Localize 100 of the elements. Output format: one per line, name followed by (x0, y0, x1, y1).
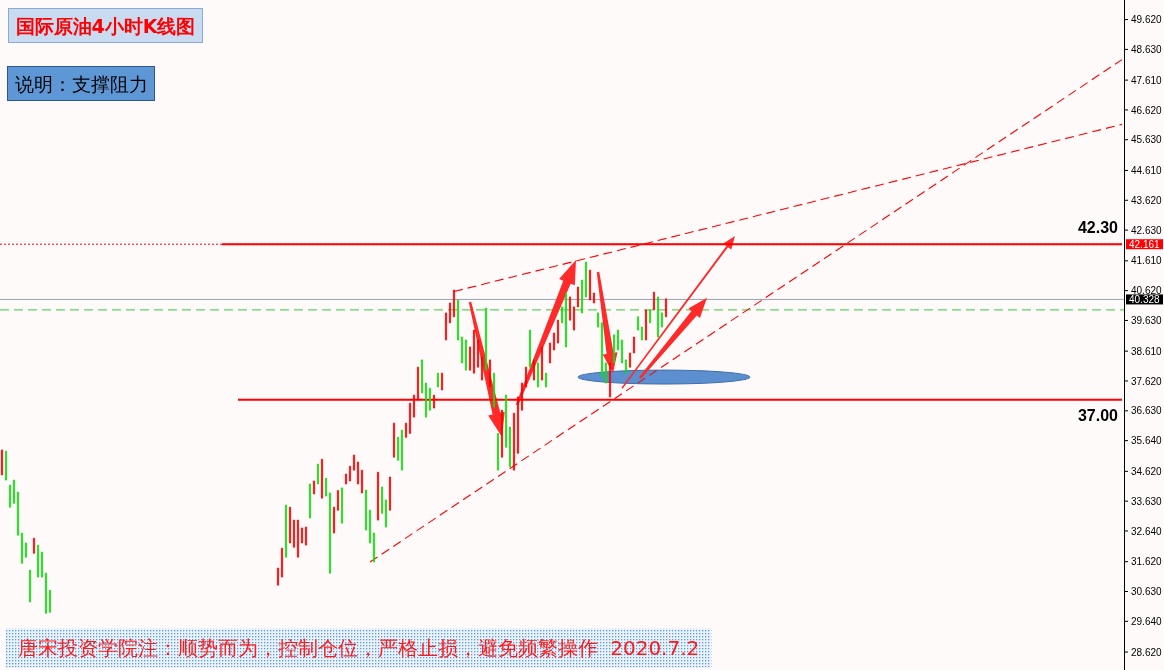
candlestick (421, 359, 423, 394)
candlestick (565, 292, 567, 348)
candlestick (333, 506, 335, 534)
candlestick (473, 329, 475, 374)
candlestick (629, 352, 631, 368)
candlestick (25, 542, 27, 558)
candlestick (285, 504, 287, 558)
candlestick (5, 450, 7, 481)
candlestick (345, 473, 347, 485)
ref-line-label: 40.328 (1129, 293, 1161, 305)
candlestick (305, 526, 307, 546)
candlestick (313, 480, 315, 495)
candlestick (581, 279, 583, 314)
candlestick (529, 329, 531, 368)
candlestick (437, 372, 439, 388)
y-tick-label: 41.610 (1131, 255, 1163, 267)
candlestick (361, 469, 363, 494)
candlestick (593, 292, 595, 304)
candlestick (281, 547, 283, 578)
candlestick (21, 532, 23, 564)
candlestick (633, 336, 635, 354)
y-tick-label: 29.640 (1131, 615, 1163, 627)
candlestick (525, 366, 527, 388)
candlestick (13, 479, 15, 504)
y-tick-label: 42.630 (1131, 224, 1163, 236)
candlestick (309, 483, 311, 519)
candlestick (601, 322, 603, 378)
y-tick-label: 35.640 (1131, 435, 1163, 447)
candlestick (293, 519, 295, 548)
candlestick (357, 461, 359, 485)
annotation: 37.00 (1077, 406, 1119, 424)
candlestick (49, 589, 51, 613)
candlestick (533, 359, 535, 381)
candlestick (277, 567, 279, 586)
candlestick (613, 334, 615, 364)
y-tick-label: 31.620 (1131, 556, 1163, 568)
y-tick-label: 38.610 (1131, 345, 1163, 357)
candlestick (461, 336, 463, 364)
candlestick (9, 484, 11, 508)
candlestick (373, 532, 375, 563)
candlestick (493, 372, 495, 408)
candlestick (617, 329, 619, 351)
candlestick (561, 306, 563, 324)
candlestick (41, 551, 43, 578)
candlestick (485, 307, 487, 371)
candlestick (645, 309, 647, 341)
candlestick (665, 298, 667, 318)
candlestick (17, 491, 19, 536)
candlestick (365, 489, 367, 531)
candlestick (45, 572, 47, 614)
y-tick-label: 45.630 (1131, 134, 1163, 146)
candlestick (329, 492, 331, 574)
text: 国际原油4小时K线图 (15, 14, 196, 37)
candlestick (549, 342, 551, 364)
candlestick (553, 332, 555, 351)
candlestick (0, 449, 3, 476)
candlestick (401, 429, 403, 471)
candlestick (541, 346, 543, 381)
y-tick-label: 30.630 (1131, 586, 1163, 598)
candlestick (545, 372, 547, 388)
candlestick (341, 487, 343, 524)
y-tick-label: 36.630 (1131, 405, 1163, 417)
text: 说明：支撑阻力 (14, 72, 148, 95)
candlestick (317, 463, 319, 485)
candlestick (625, 359, 627, 374)
candlestick (33, 537, 35, 554)
candlestick (449, 302, 451, 324)
y-tick-label: 47.610 (1131, 74, 1163, 86)
candlestick (641, 326, 643, 341)
candlestick (445, 312, 447, 341)
candlestick (509, 426, 511, 468)
y-tick-label: 49.620 (1131, 14, 1163, 26)
y-tick-label: 32.640 (1131, 525, 1163, 537)
candlestick (385, 499, 387, 528)
candlestick (393, 422, 395, 458)
candlestick (353, 454, 355, 471)
candlestick (557, 319, 559, 344)
annotation: 唐宋投资学院注：顺势而为，控制仓位，严格止损，避免频繁操作 2020.7.2 (17, 636, 700, 661)
candlestick (649, 309, 651, 324)
candlestick (337, 490, 339, 511)
candlestick (405, 422, 407, 438)
candlestick (469, 346, 471, 371)
y-tick-label: 44.610 (1131, 165, 1163, 177)
annotation: 42.30 (1077, 219, 1119, 237)
candlestick (409, 402, 411, 434)
y-tick-label: 33.630 (1131, 495, 1163, 507)
candlestick (349, 465, 351, 482)
y-tick-label: 43.620 (1131, 194, 1163, 206)
candlestick (441, 372, 443, 391)
candlestick (605, 362, 607, 384)
candlestick (429, 387, 431, 411)
candlestick (637, 316, 639, 331)
candlestick (589, 269, 591, 301)
candlestick (369, 509, 371, 544)
y-tick-label: 34.620 (1131, 465, 1163, 477)
candlestick (657, 296, 659, 338)
candlestick (465, 339, 467, 371)
y-tick-label: 46.620 (1131, 104, 1163, 116)
candlestick (29, 569, 31, 603)
candlestick (513, 412, 515, 471)
